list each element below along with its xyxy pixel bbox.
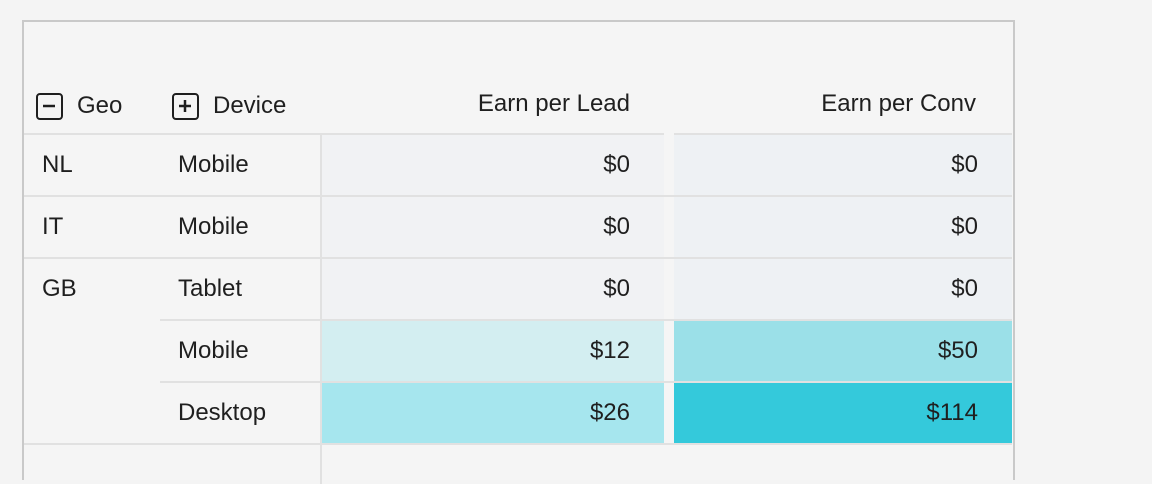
plus-square-icon[interactable]	[172, 92, 199, 120]
table-header: Geo Device Earn per Lead Earn per Conv	[24, 22, 1013, 134]
geo-header[interactable]: Geo	[36, 86, 122, 126]
device-cell: Tablet	[178, 275, 243, 302]
earn-per-conv-header[interactable]: Earn per Conv	[821, 90, 976, 117]
device-cell: Mobile	[178, 151, 249, 178]
earn-per-lead-cell: $0	[322, 197, 664, 257]
header-divider	[24, 133, 664, 135]
geo-cell: NL	[42, 151, 73, 178]
device-cell: Mobile	[178, 213, 249, 240]
device-header-label: Device	[213, 92, 287, 119]
geo-header-label: Geo	[77, 92, 123, 119]
earn-per-conv-cell: $0	[674, 259, 1012, 319]
pivot-table: Geo Device Earn per Lead Earn per Conv N…	[22, 20, 1015, 484]
header-divider	[674, 133, 1012, 135]
earn-per-conv-cell: $0	[674, 135, 1012, 195]
row-divider	[24, 195, 1012, 197]
row-divider	[160, 381, 1012, 383]
earn-per-conv-cell: $50	[674, 321, 1012, 381]
earn-per-conv-cell: $114	[674, 383, 1012, 443]
device-cell: Desktop	[178, 399, 267, 426]
device-header[interactable]: Device	[172, 86, 286, 126]
row-divider	[24, 443, 1012, 445]
earn-per-conv-cell: $0	[674, 197, 1012, 257]
earn-per-lead-cell: $26	[322, 383, 664, 443]
earn-per-lead-cell: $12	[322, 321, 664, 381]
earn-per-lead-header[interactable]: Earn per Lead	[477, 90, 630, 117]
row-divider	[24, 257, 1012, 259]
column-divider	[320, 134, 322, 484]
row-divider	[160, 319, 1012, 321]
earn-per-lead-cell: $0	[322, 135, 664, 195]
earn-per-lead-cell: $0	[322, 259, 664, 319]
geo-cell: IT	[42, 213, 64, 240]
geo-cell: GB	[42, 275, 77, 302]
minus-square-icon[interactable]	[36, 92, 63, 120]
device-cell: Mobile	[178, 337, 249, 364]
